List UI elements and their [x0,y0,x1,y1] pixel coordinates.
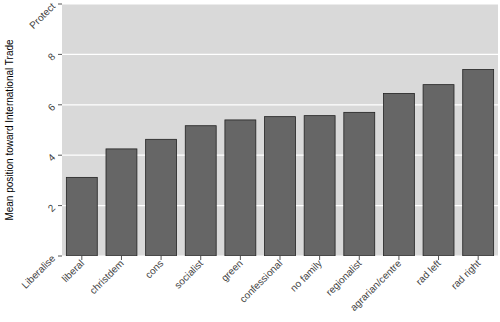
x-tick [438,256,439,260]
bar [265,117,296,256]
x-tick-label: liberal [60,258,87,285]
x-tick-label: confessional [237,258,284,305]
x-tick [319,256,320,260]
bar [383,93,414,256]
y-tick [58,155,62,156]
y-axis-title: Mean position toward International Trade [4,39,15,221]
bar [344,112,375,256]
x-tick-label: no family [288,258,324,294]
grid-line [62,3,498,4]
chart: Liberalise 2 4 6 8 Protect liberalchristdem con… [0,0,500,322]
x-tick [398,256,399,260]
bar [66,177,97,256]
y-tick-label: Protect [27,0,57,30]
x-tick-label: green [219,258,245,284]
y-tick-label: 8 [46,51,58,63]
x-tick [240,256,241,260]
x-tick-label: regionalist [324,257,364,297]
x-tick-label: cons [143,258,166,281]
x-tick-label: agrarian/centre [348,257,404,313]
x-tick [121,256,122,260]
chart-container: Liberalise 2 4 6 8 Protect liberalchristdem con… [0,0,500,322]
x-tick-label: rad right [449,257,483,291]
plot-background [62,4,498,256]
x-tick-label: rad left [414,257,444,287]
x-tick-label: christdem [87,258,125,296]
grid-line [62,54,498,55]
bar [423,85,454,256]
y-tick-label: 6 [46,101,58,113]
bar [225,120,256,256]
x-tick-label: socialist [172,257,205,290]
x-tick [161,256,162,260]
y-tick [58,256,62,257]
y-tick [58,54,62,55]
y-tick-label: 4 [46,152,58,164]
y-tick-label: Liberalise [19,252,57,290]
x-tick [81,256,82,260]
bar [106,149,137,256]
bar [304,116,335,256]
x-tick [280,256,281,260]
x-tick [200,256,201,260]
x-tick [478,256,479,260]
bar [185,126,216,256]
y-tick-label: 2 [46,202,58,214]
y-tick [58,205,62,206]
y-tick [58,104,62,105]
bars [66,70,493,256]
bar [463,70,494,256]
bar [146,139,177,256]
x-tick [359,256,360,260]
y-tick [58,4,62,5]
